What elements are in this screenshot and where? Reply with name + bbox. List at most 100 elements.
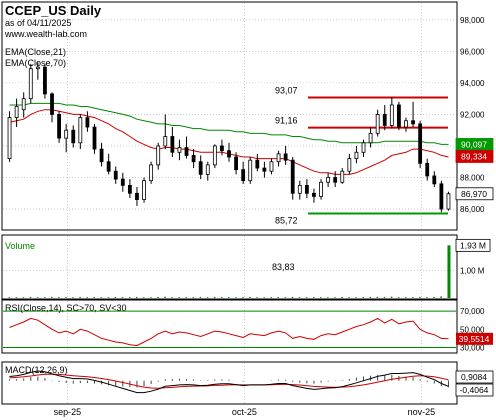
macd-label: MACD(12,26,9) (5, 365, 68, 375)
volume-bar (256, 297, 258, 298)
candle-body (220, 145, 224, 152)
candle (43, 63, 47, 99)
price-tick-label: 94,000 (460, 79, 485, 88)
price-badge-text: 89,334 (461, 151, 487, 161)
candle-body (234, 156, 238, 171)
volume-bar (43, 297, 46, 298)
candle-body (50, 93, 54, 115)
volume-bar (447, 245, 451, 298)
candle (411, 101, 415, 128)
price-badge-box (455, 187, 494, 201)
candle (156, 142, 161, 170)
candle (276, 150, 281, 167)
candle-body (432, 175, 437, 185)
rsi-badge-text: 39,5514 (459, 334, 490, 344)
candle-body (71, 129, 76, 144)
candle (262, 161, 267, 178)
rsi-line (9, 317, 449, 347)
volume-level-label: 83,83 (272, 262, 295, 272)
candle-body (99, 148, 104, 163)
candle-body (170, 136, 175, 153)
level-label: 91,16 (275, 116, 298, 126)
candle-body (149, 164, 154, 182)
candle (248, 157, 253, 184)
volume-bar (305, 297, 308, 298)
candle (142, 177, 146, 203)
candle-body (64, 129, 69, 139)
candle (184, 136, 189, 159)
macd-panel (1, 361, 458, 405)
volume-bar (157, 296, 159, 298)
candle (340, 168, 345, 184)
candle (14, 98, 19, 128)
candle-body (375, 114, 380, 134)
volume-bar (93, 297, 95, 298)
volume-bar (22, 297, 25, 298)
candle-body (156, 145, 161, 166)
volume-bar (263, 297, 265, 298)
candle (191, 149, 196, 169)
candle-body (184, 147, 189, 156)
candle (50, 92, 54, 123)
rsi-badge-box (456, 332, 493, 345)
candle-body (312, 192, 316, 197)
candle (177, 139, 182, 161)
candle (418, 120, 423, 169)
candle (106, 153, 111, 175)
ema70-line (9, 102, 449, 145)
volume-bar (242, 297, 244, 298)
rsi-tick-label: 30,000 (460, 343, 485, 352)
chart-subtitle: as of 04/11/2025 (5, 18, 71, 28)
volume-bar (220, 297, 223, 298)
volume-bar (79, 296, 81, 298)
macd-badge-box (455, 370, 494, 384)
volume-bar (178, 297, 180, 298)
candle (198, 155, 203, 180)
candle (7, 111, 12, 162)
price-tick-label: 86,000 (460, 205, 485, 214)
rsi-panel (1, 299, 458, 354)
volume-tick-label: 1,00 M (460, 267, 485, 276)
candle-body (319, 181, 323, 197)
volume-bar (277, 297, 280, 298)
candle (99, 142, 104, 167)
volume-bar (397, 297, 400, 298)
volume-bar (15, 297, 18, 298)
candle-body (135, 192, 139, 201)
candle-body (205, 164, 210, 175)
candle (283, 145, 288, 165)
candle-body (333, 177, 338, 183)
candle-body (290, 159, 295, 194)
candle-body (389, 104, 394, 126)
candle (297, 180, 302, 200)
macd-line (9, 370, 449, 394)
level-label: 85,72 (275, 215, 298, 225)
volume-bar (171, 297, 173, 298)
volume-bar (412, 297, 414, 298)
volume-bar (426, 297, 428, 298)
candle-body (113, 170, 118, 180)
candle-body (142, 180, 146, 201)
volume-bar (390, 296, 393, 298)
candle-body (163, 136, 168, 147)
volume-badge-text: 1,93 M (460, 240, 486, 250)
candle (347, 153, 352, 175)
candle (354, 145, 359, 164)
volume-bar (107, 297, 110, 298)
candle (78, 114, 83, 150)
candle (326, 172, 331, 187)
candle-body (297, 185, 302, 194)
candle-body (241, 169, 246, 182)
candle (304, 179, 309, 199)
candle-body (43, 66, 47, 95)
volume-badge-box (455, 238, 491, 252)
candle-body (283, 153, 288, 161)
candle-body (106, 161, 111, 172)
legend-ema70: EMA(Close,70) (5, 58, 66, 68)
volume-bar (65, 297, 67, 298)
candle (439, 180, 444, 213)
candle (312, 188, 316, 203)
candle-body (262, 167, 267, 172)
candle-body (212, 145, 217, 166)
